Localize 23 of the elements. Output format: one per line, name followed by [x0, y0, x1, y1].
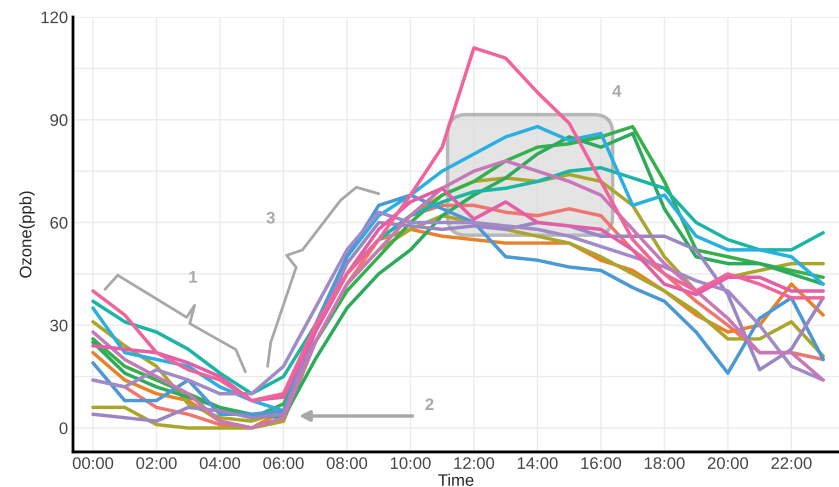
annotation: 3 — [266, 212, 275, 224]
x-tick-label: 14:00 — [518, 457, 558, 470]
y-tick-label: 30 — [50, 320, 68, 332]
x-tick-label: 22:00 — [771, 457, 812, 470]
x-tick-label: 10:00 — [390, 457, 431, 470]
x-tick-label: 08:00 — [326, 457, 368, 470]
annotation: 1 — [189, 271, 198, 283]
annotation: 4 — [612, 85, 622, 97]
y-axis-title: Ozone(ppb) — [19, 192, 35, 278]
y-tick-label: 90 — [50, 114, 68, 126]
y-tick-label: 120 — [42, 11, 68, 24]
x-tick-label: 00:00 — [72, 457, 114, 470]
x-tick-label: 16:00 — [581, 457, 622, 470]
x-tick-label: 04:00 — [200, 457, 240, 470]
x-tick-label: 12:00 — [454, 457, 494, 470]
x-axis-title: Time — [438, 474, 474, 486]
x-tick-label: 18:00 — [644, 457, 685, 470]
y-tick-label: 0 — [60, 422, 68, 434]
x-tick-label: 20:00 — [708, 457, 748, 470]
x-tick-label: 02:00 — [136, 457, 177, 470]
y-tick-label: 60 — [50, 216, 68, 229]
x-tick-label: 06:00 — [263, 457, 304, 470]
annotation: 2 — [425, 398, 434, 410]
